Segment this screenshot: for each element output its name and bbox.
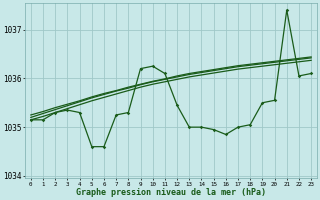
X-axis label: Graphe pression niveau de la mer (hPa): Graphe pression niveau de la mer (hPa) [76, 188, 266, 197]
